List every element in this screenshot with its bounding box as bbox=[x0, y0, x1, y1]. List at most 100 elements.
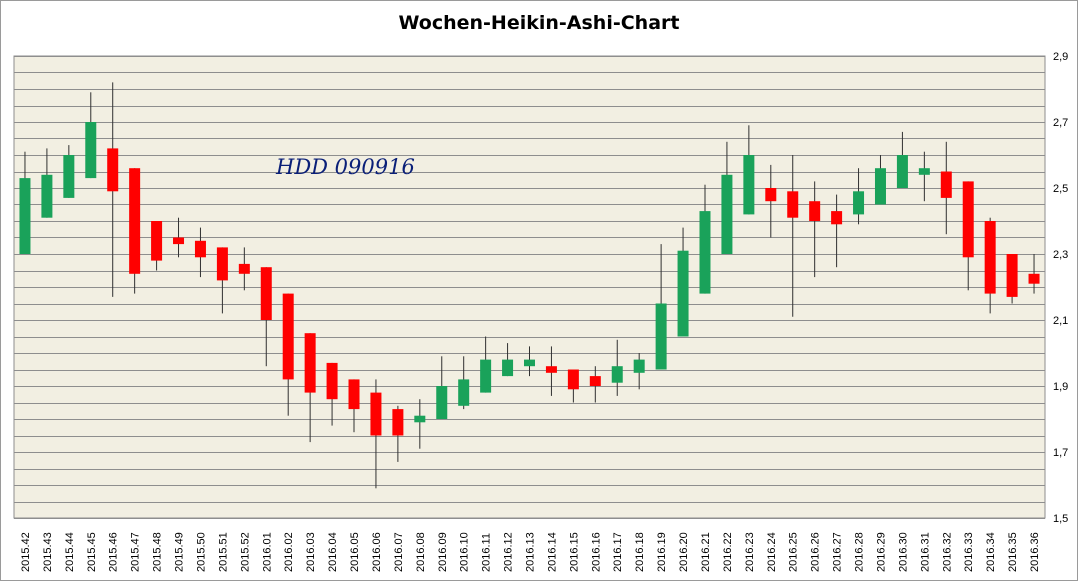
x-tick-label: 2015.45 bbox=[86, 532, 98, 572]
x-tick-label: 2015.50 bbox=[195, 532, 207, 572]
candle bbox=[874, 155, 886, 205]
candle-body bbox=[458, 379, 470, 406]
chart-title: Wochen-Heikin-Ashi-Chart bbox=[398, 12, 680, 34]
candle-body bbox=[721, 174, 733, 254]
x-tick-label: 2016.07 bbox=[393, 532, 405, 572]
candle-body bbox=[1028, 273, 1040, 284]
candle-body bbox=[19, 178, 31, 254]
candle-body bbox=[151, 221, 163, 261]
x-tick-label: 2016.24 bbox=[766, 532, 778, 572]
candle-body bbox=[545, 366, 557, 373]
candle bbox=[63, 145, 75, 198]
candle-body bbox=[107, 148, 119, 192]
candle-body bbox=[984, 221, 996, 294]
x-tick-label: 2016.27 bbox=[832, 532, 844, 572]
candle-body bbox=[524, 359, 535, 367]
x-tick-label: 2016.09 bbox=[437, 532, 449, 572]
y-tick-label: 2,5 bbox=[1053, 183, 1068, 195]
candle-body bbox=[392, 409, 404, 436]
x-tick-label: 2016.11 bbox=[481, 533, 493, 572]
candle-body bbox=[567, 369, 579, 390]
candle-body bbox=[41, 174, 53, 218]
candle bbox=[633, 353, 645, 390]
candle-body bbox=[414, 415, 426, 423]
y-tick-label: 1,5 bbox=[1053, 513, 1068, 525]
x-tick-label: 2016.20 bbox=[678, 532, 690, 572]
candle-body bbox=[896, 155, 908, 188]
candle bbox=[392, 405, 404, 462]
x-tick-label: 2015.49 bbox=[174, 532, 186, 572]
candle bbox=[480, 336, 492, 393]
x-tick-label: 2015.43 bbox=[42, 532, 54, 572]
x-tick-label: 2016.31 bbox=[919, 532, 931, 572]
candle-body bbox=[699, 211, 711, 294]
x-tick-label: 2015.42 bbox=[20, 532, 32, 572]
x-tick-label: 2015.52 bbox=[239, 532, 251, 572]
x-tick-label: 2016.29 bbox=[875, 532, 887, 572]
x-tick-label: 2016.30 bbox=[897, 532, 909, 572]
candle bbox=[809, 181, 821, 278]
x-tick-label: 2016.26 bbox=[810, 532, 822, 572]
candle-body bbox=[787, 191, 799, 218]
candle bbox=[173, 217, 185, 258]
candle-body bbox=[282, 293, 294, 380]
candle bbox=[721, 141, 733, 254]
candle bbox=[238, 247, 250, 291]
x-axis-ticks: 2015.42 2015.43 2015.44 2015.45 2015.46 2015.… bbox=[20, 532, 1041, 572]
candle bbox=[458, 356, 470, 410]
candle-body bbox=[370, 392, 382, 436]
candle bbox=[765, 164, 777, 238]
candle bbox=[524, 346, 535, 377]
candle-body bbox=[238, 263, 250, 274]
y-tick-label: 2,9 bbox=[1053, 51, 1068, 63]
x-tick-label: 2016.33 bbox=[963, 532, 975, 572]
candle-body bbox=[436, 386, 448, 419]
candle bbox=[940, 141, 952, 235]
candle-body bbox=[853, 191, 865, 215]
x-tick-label: 2016.03 bbox=[305, 532, 317, 572]
candle-body bbox=[260, 267, 272, 320]
candle bbox=[194, 227, 206, 278]
y-tick-label: 2,1 bbox=[1053, 315, 1068, 327]
x-tick-label: 2016.06 bbox=[371, 532, 383, 572]
x-tick-label: 2016.08 bbox=[415, 532, 427, 572]
candle bbox=[370, 379, 382, 489]
y-tick-label: 1,9 bbox=[1053, 381, 1068, 393]
candle bbox=[326, 362, 338, 426]
candle-body bbox=[348, 379, 360, 410]
candle bbox=[545, 346, 557, 396]
grid-lines bbox=[14, 56, 1045, 519]
candle-body bbox=[809, 201, 821, 221]
candle-body bbox=[129, 168, 141, 274]
candle bbox=[567, 369, 579, 403]
x-tick-label: 2016.35 bbox=[1007, 532, 1019, 572]
candle-body bbox=[216, 247, 228, 281]
x-tick-label: 2016.32 bbox=[941, 532, 953, 572]
x-tick-label: 2016.36 bbox=[1029, 532, 1041, 572]
x-tick-label: 2015.47 bbox=[130, 532, 142, 572]
candle-body bbox=[611, 366, 623, 383]
candle-body bbox=[304, 333, 316, 393]
x-tick-label: 2016.19 bbox=[656, 532, 668, 572]
candle-body bbox=[1006, 254, 1018, 297]
candle-body bbox=[765, 188, 777, 202]
candle-body bbox=[633, 359, 645, 373]
x-tick-label: 2016.34 bbox=[985, 532, 997, 572]
candle-body bbox=[173, 237, 185, 245]
candle bbox=[589, 366, 601, 403]
x-tick-label: 2016.04 bbox=[327, 532, 339, 572]
x-tick-label: 2016.10 bbox=[459, 532, 471, 572]
candle bbox=[984, 217, 996, 314]
x-tick-label: 2016.18 bbox=[634, 532, 646, 572]
x-tick-label: 2016.05 bbox=[349, 532, 361, 572]
candle bbox=[853, 168, 865, 225]
candle bbox=[743, 125, 755, 215]
x-tick-label: 2016.14 bbox=[546, 532, 558, 572]
x-tick-label: 2016.12 bbox=[503, 532, 515, 572]
x-tick-label: 2015.46 bbox=[108, 532, 120, 572]
x-tick-label: 2015.51 bbox=[217, 532, 229, 572]
y-tick-label: 2,7 bbox=[1053, 117, 1068, 129]
candle bbox=[611, 339, 623, 396]
candle bbox=[260, 267, 272, 367]
